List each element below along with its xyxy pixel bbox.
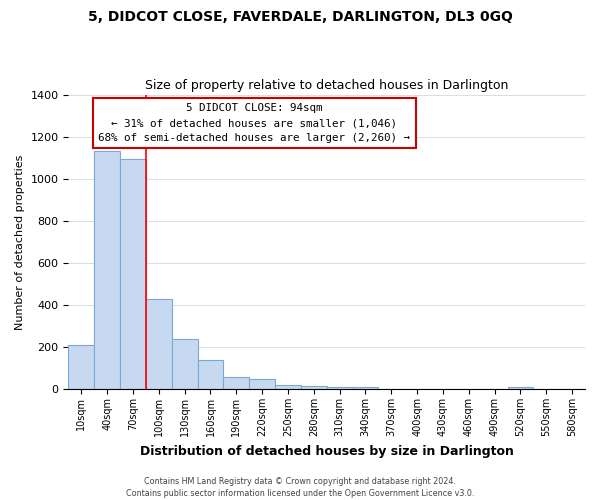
Text: Contains HM Land Registry data © Crown copyright and database right 2024.
Contai: Contains HM Land Registry data © Crown c…: [126, 476, 474, 498]
Bar: [327, 387, 353, 389]
Bar: [508, 387, 533, 389]
Bar: [68, 345, 94, 389]
Text: 5, DIDCOT CLOSE, FAVERDALE, DARLINGTON, DL3 0GQ: 5, DIDCOT CLOSE, FAVERDALE, DARLINGTON, …: [88, 10, 512, 24]
Bar: [353, 388, 379, 389]
Bar: [197, 360, 223, 389]
Bar: [172, 339, 197, 389]
Y-axis label: Number of detached properties: Number of detached properties: [15, 154, 25, 330]
Bar: [120, 158, 146, 389]
Bar: [94, 152, 120, 389]
Text: 5 DIDCOT CLOSE: 94sqm
← 31% of detached houses are smaller (1,046)
68% of semi-d: 5 DIDCOT CLOSE: 94sqm ← 31% of detached …: [98, 104, 410, 143]
Bar: [146, 298, 172, 389]
Title: Size of property relative to detached houses in Darlington: Size of property relative to detached ho…: [145, 79, 508, 92]
Bar: [249, 379, 275, 389]
Bar: [223, 376, 249, 389]
Bar: [275, 384, 301, 389]
Bar: [301, 386, 327, 389]
X-axis label: Distribution of detached houses by size in Darlington: Distribution of detached houses by size …: [140, 444, 514, 458]
